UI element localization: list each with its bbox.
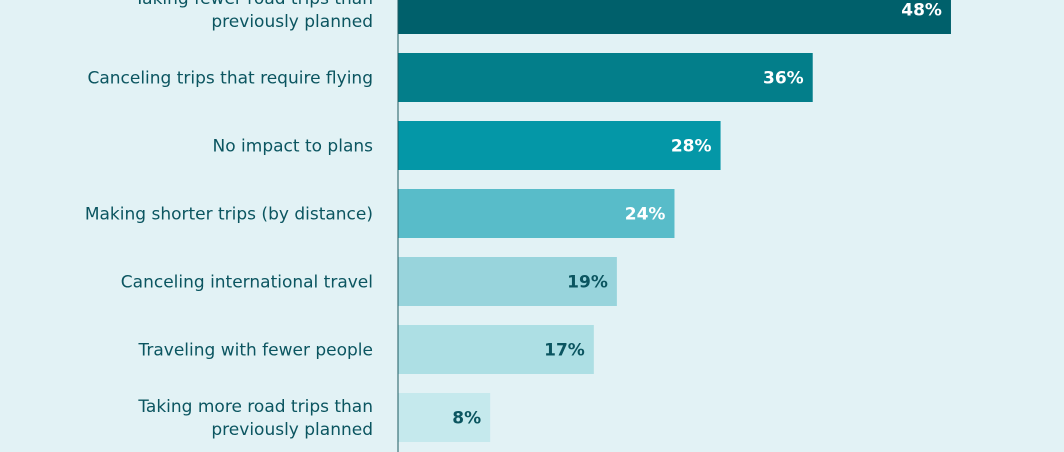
category-label: previously planned <box>211 420 373 440</box>
category-label: Making shorter trips (by distance) <box>85 205 373 225</box>
bar <box>398 0 951 34</box>
category-label: Traveling with fewer people <box>137 341 373 361</box>
category-label: No impact to plans <box>213 137 374 157</box>
category-label: Canceling trips that require flying <box>87 69 373 89</box>
bar <box>398 53 813 102</box>
category-labels-group: Taking fewer road trips than previously p… <box>85 0 373 440</box>
bar-value-label: 17% <box>544 341 585 361</box>
bar-value-label: 48% <box>901 1 942 21</box>
bar-value-label: 28% <box>671 137 712 157</box>
bar-value-label: 24% <box>625 205 666 225</box>
bar-value-label: 19% <box>567 273 608 293</box>
bar-value-label: 36% <box>763 69 804 89</box>
category-label: Taking fewer road trips than <box>134 0 373 9</box>
bar <box>398 189 675 238</box>
category-label: Canceling international travel <box>121 273 373 293</box>
bar <box>398 257 617 306</box>
bar-value-label: 8% <box>452 409 481 429</box>
bars-group: 48% 36% 28% 24% 19% 17% 8% <box>398 0 951 442</box>
category-label: previously planned <box>211 12 373 32</box>
category-label: Taking more road trips than <box>137 397 373 417</box>
bar <box>398 121 721 170</box>
bar <box>398 393 491 442</box>
bar <box>398 325 594 374</box>
